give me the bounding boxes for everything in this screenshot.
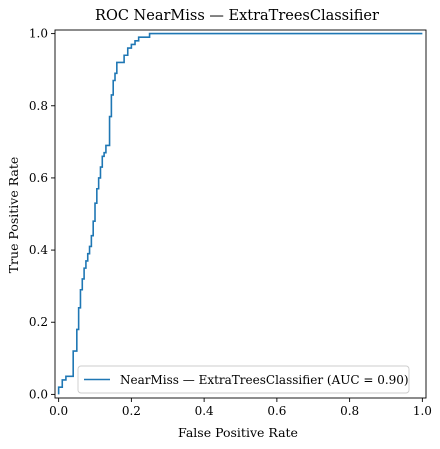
x-tick-label: 0.2 <box>122 404 141 418</box>
y-axis-ticks: 0.0 0.2 0.4 0.6 0.8 1.0 <box>29 27 55 401</box>
x-tick-label: 0.0 <box>49 404 68 418</box>
legend-label: NearMiss — ExtraTreesClassifier (AUC = 0… <box>120 373 409 387</box>
plot-area <box>57 32 423 395</box>
y-tick-label: 0.8 <box>29 99 48 113</box>
roc-curve-line <box>57 32 423 395</box>
x-tick-label: 0.4 <box>195 404 214 418</box>
x-tick-label: 0.8 <box>340 404 359 418</box>
chart-title: ROC NearMiss — ExtraTreesClassifier <box>95 8 379 24</box>
plot-frame <box>54 29 427 399</box>
y-tick-label: 1.0 <box>29 27 48 41</box>
x-tick-label: 1.0 <box>413 404 432 418</box>
y-tick-label: 0.0 <box>29 387 48 401</box>
x-axis-ticks: 0.0 0.2 0.4 0.6 0.8 1.0 <box>49 398 432 418</box>
x-tick-label: 0.6 <box>267 404 286 418</box>
x-axis-label: False Positive Rate <box>178 425 298 440</box>
y-tick-label: 0.4 <box>29 243 48 257</box>
legend: NearMiss — ExtraTreesClassifier (AUC = 0… <box>77 365 410 394</box>
y-axis-label: True Positive Rate <box>6 157 21 274</box>
legend-box <box>77 365 410 394</box>
y-tick-label: 0.2 <box>29 315 48 329</box>
y-tick-label: 0.6 <box>29 171 48 185</box>
